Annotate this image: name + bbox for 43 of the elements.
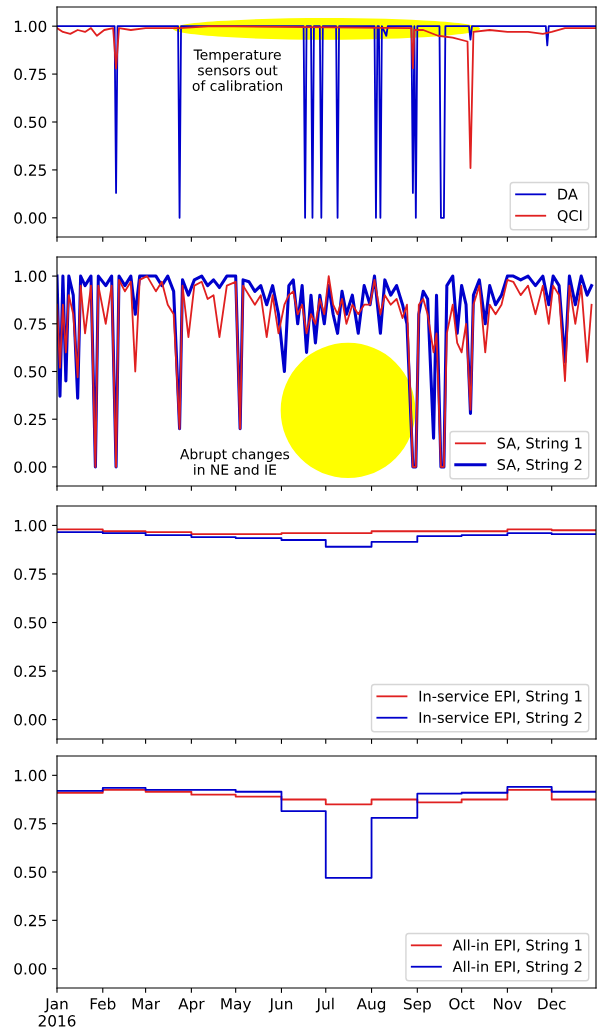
x-tick-label: Jun [268, 998, 293, 1013]
y-tick-label: 0.25 [14, 665, 46, 678]
x-tick-label: Jan 2016 [38, 998, 76, 1027]
legend-label: In-service EPI, String 1 [419, 690, 582, 705]
legend-label: All-in EPI, String 1 [452, 939, 582, 954]
y-tick-label: 1.00 [14, 769, 47, 782]
legend-label: QCI [557, 210, 582, 223]
y-tick-label: 0.75 [14, 68, 46, 81]
x-tick-label: Feb [90, 997, 116, 1010]
annotation: Abrupt changes in NE and IE [180, 448, 290, 475]
y-tick-label: 0.50 [14, 365, 47, 378]
y-tick-label: 1.00 [14, 20, 47, 33]
x-tick-label: Dec [538, 998, 566, 1010]
line-series [57, 25, 596, 169]
legend-label: SA, String 2 [497, 458, 582, 473]
y-tick-label: 0.50 [14, 866, 47, 879]
y-tick-label: 0.50 [14, 116, 47, 129]
x-tick-label: Mar [132, 998, 161, 1010]
y-tick-label: 0.75 [14, 318, 46, 330]
legend-label: SA, String 1 [497, 437, 582, 452]
y-tick-label: 0.00 [14, 714, 47, 726]
y-tick-label: 1.00 [14, 519, 47, 532]
y-tick-label: 0.00 [14, 212, 47, 224]
y-tick-label: 0.75 [14, 568, 46, 580]
x-tick-label: Oct [449, 997, 475, 1010]
annotation: Temperature sensors out of calibration [192, 49, 283, 91]
x-tick-label: Nov [493, 998, 522, 1010]
y-tick-label: 0.00 [14, 461, 47, 473]
x-tick-label: Aug [356, 998, 386, 1013]
y-tick-label: 0.25 [14, 914, 46, 927]
y-tick-label: 0.25 [14, 413, 46, 426]
legend-label: DA [558, 188, 578, 200]
legend-label: All-in EPI, String 2 [452, 960, 582, 975]
x-tick-label: May [221, 998, 252, 1013]
x-tick-label: Jul [315, 997, 334, 1013]
y-tick-label: 0.00 [14, 963, 47, 975]
y-tick-label: 0.50 [14, 616, 47, 629]
y-tick-label: 0.75 [14, 818, 46, 830]
x-tick-label: Apr [178, 998, 205, 1013]
y-tick-label: 1.00 [14, 270, 47, 283]
x-tick-label: Sep [403, 997, 431, 1013]
y-tick-label: 0.25 [14, 164, 46, 176]
legend-label: In-service EPI, String 2 [419, 711, 582, 726]
